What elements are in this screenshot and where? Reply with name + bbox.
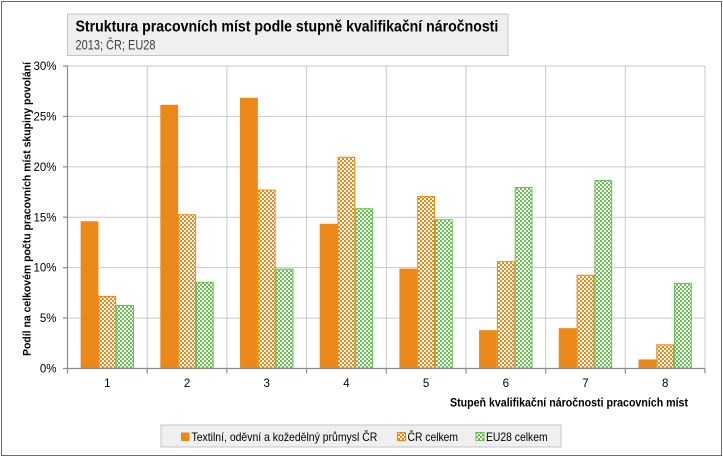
- svg-text:7: 7: [582, 378, 588, 390]
- svg-text:8: 8: [662, 378, 668, 390]
- svg-text:5: 5: [423, 378, 429, 390]
- svg-text:30%: 30%: [33, 61, 56, 73]
- svg-text:0%: 0%: [40, 364, 57, 376]
- svg-text:2: 2: [184, 378, 190, 390]
- svg-text:ČR celkem: ČR celkem: [408, 429, 459, 444]
- svg-text:3: 3: [264, 378, 270, 390]
- svg-text:6: 6: [503, 378, 509, 390]
- svg-text:15%: 15%: [33, 212, 56, 224]
- svg-text:5%: 5%: [40, 313, 57, 325]
- svg-text:Stupeň kvalifikační náročnosti: Stupeň kvalifikační náročnosti pracovníc…: [450, 396, 688, 410]
- svg-text:1: 1: [104, 378, 110, 390]
- svg-text:2013; ČR; EU28: 2013; ČR; EU28: [76, 37, 156, 53]
- svg-text:25%: 25%: [33, 111, 56, 123]
- svg-text:20%: 20%: [33, 162, 56, 174]
- svg-text:Textilní, oděvní a kožedělný p: Textilní, oděvní a kožedělný průmysl ČR: [192, 429, 378, 444]
- svg-text:10%: 10%: [33, 263, 56, 275]
- svg-text:Struktura pracovních míst podl: Struktura pracovních míst podle stupně k…: [76, 19, 499, 36]
- svg-text:Podíl na celkovém počtu pracov: Podíl na celkovém počtu pracovních míst …: [22, 61, 34, 356]
- svg-text:EU28 celkem: EU28 celkem: [486, 430, 548, 444]
- svg-text:4: 4: [343, 378, 350, 390]
